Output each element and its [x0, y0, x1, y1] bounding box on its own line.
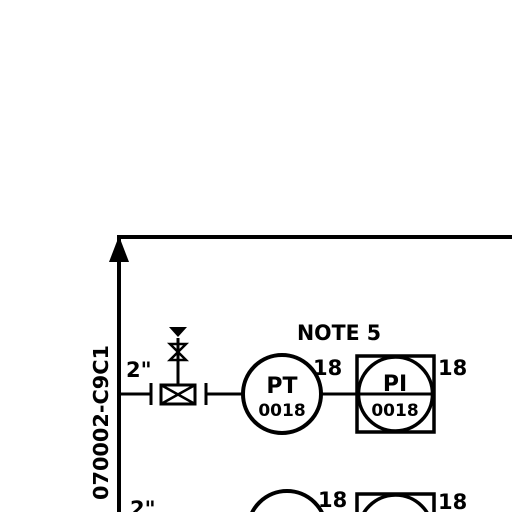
instrument-superscript: 18 [438, 356, 467, 380]
vent-valve-icon [166, 327, 190, 385]
instrument-superscript: 18 [313, 356, 342, 380]
pipe-size-label: 2" [130, 497, 156, 512]
process-line-path [117, 235, 512, 262]
instrument-row-2: 2" 18 18 [130, 488, 467, 517]
instrument-superscript: 18 [438, 490, 467, 512]
instrument-tag: PT [266, 374, 297, 399]
pipe-size-label: 2" [126, 358, 152, 382]
instrument-number: 0018 [258, 401, 305, 421]
note-label: NOTE 5 [297, 321, 381, 345]
instrument-tag: PI [383, 372, 407, 397]
pressure-indicator: PI 0018 18 [355, 354, 467, 434]
instrument-number: 0018 [371, 401, 418, 421]
pressure-transmitter: PT 0018 18 [241, 353, 342, 435]
process-line [109, 235, 512, 512]
indicator-bubble [359, 493, 432, 517]
flow-arrow-icon [109, 236, 129, 262]
instrument-superscript: 18 [318, 488, 347, 512]
instrument-row-1: 2" PT 0018 18 [119, 327, 467, 435]
instrument-bubble [248, 489, 326, 517]
line-number-label: 070002-C9C1 [89, 345, 113, 500]
